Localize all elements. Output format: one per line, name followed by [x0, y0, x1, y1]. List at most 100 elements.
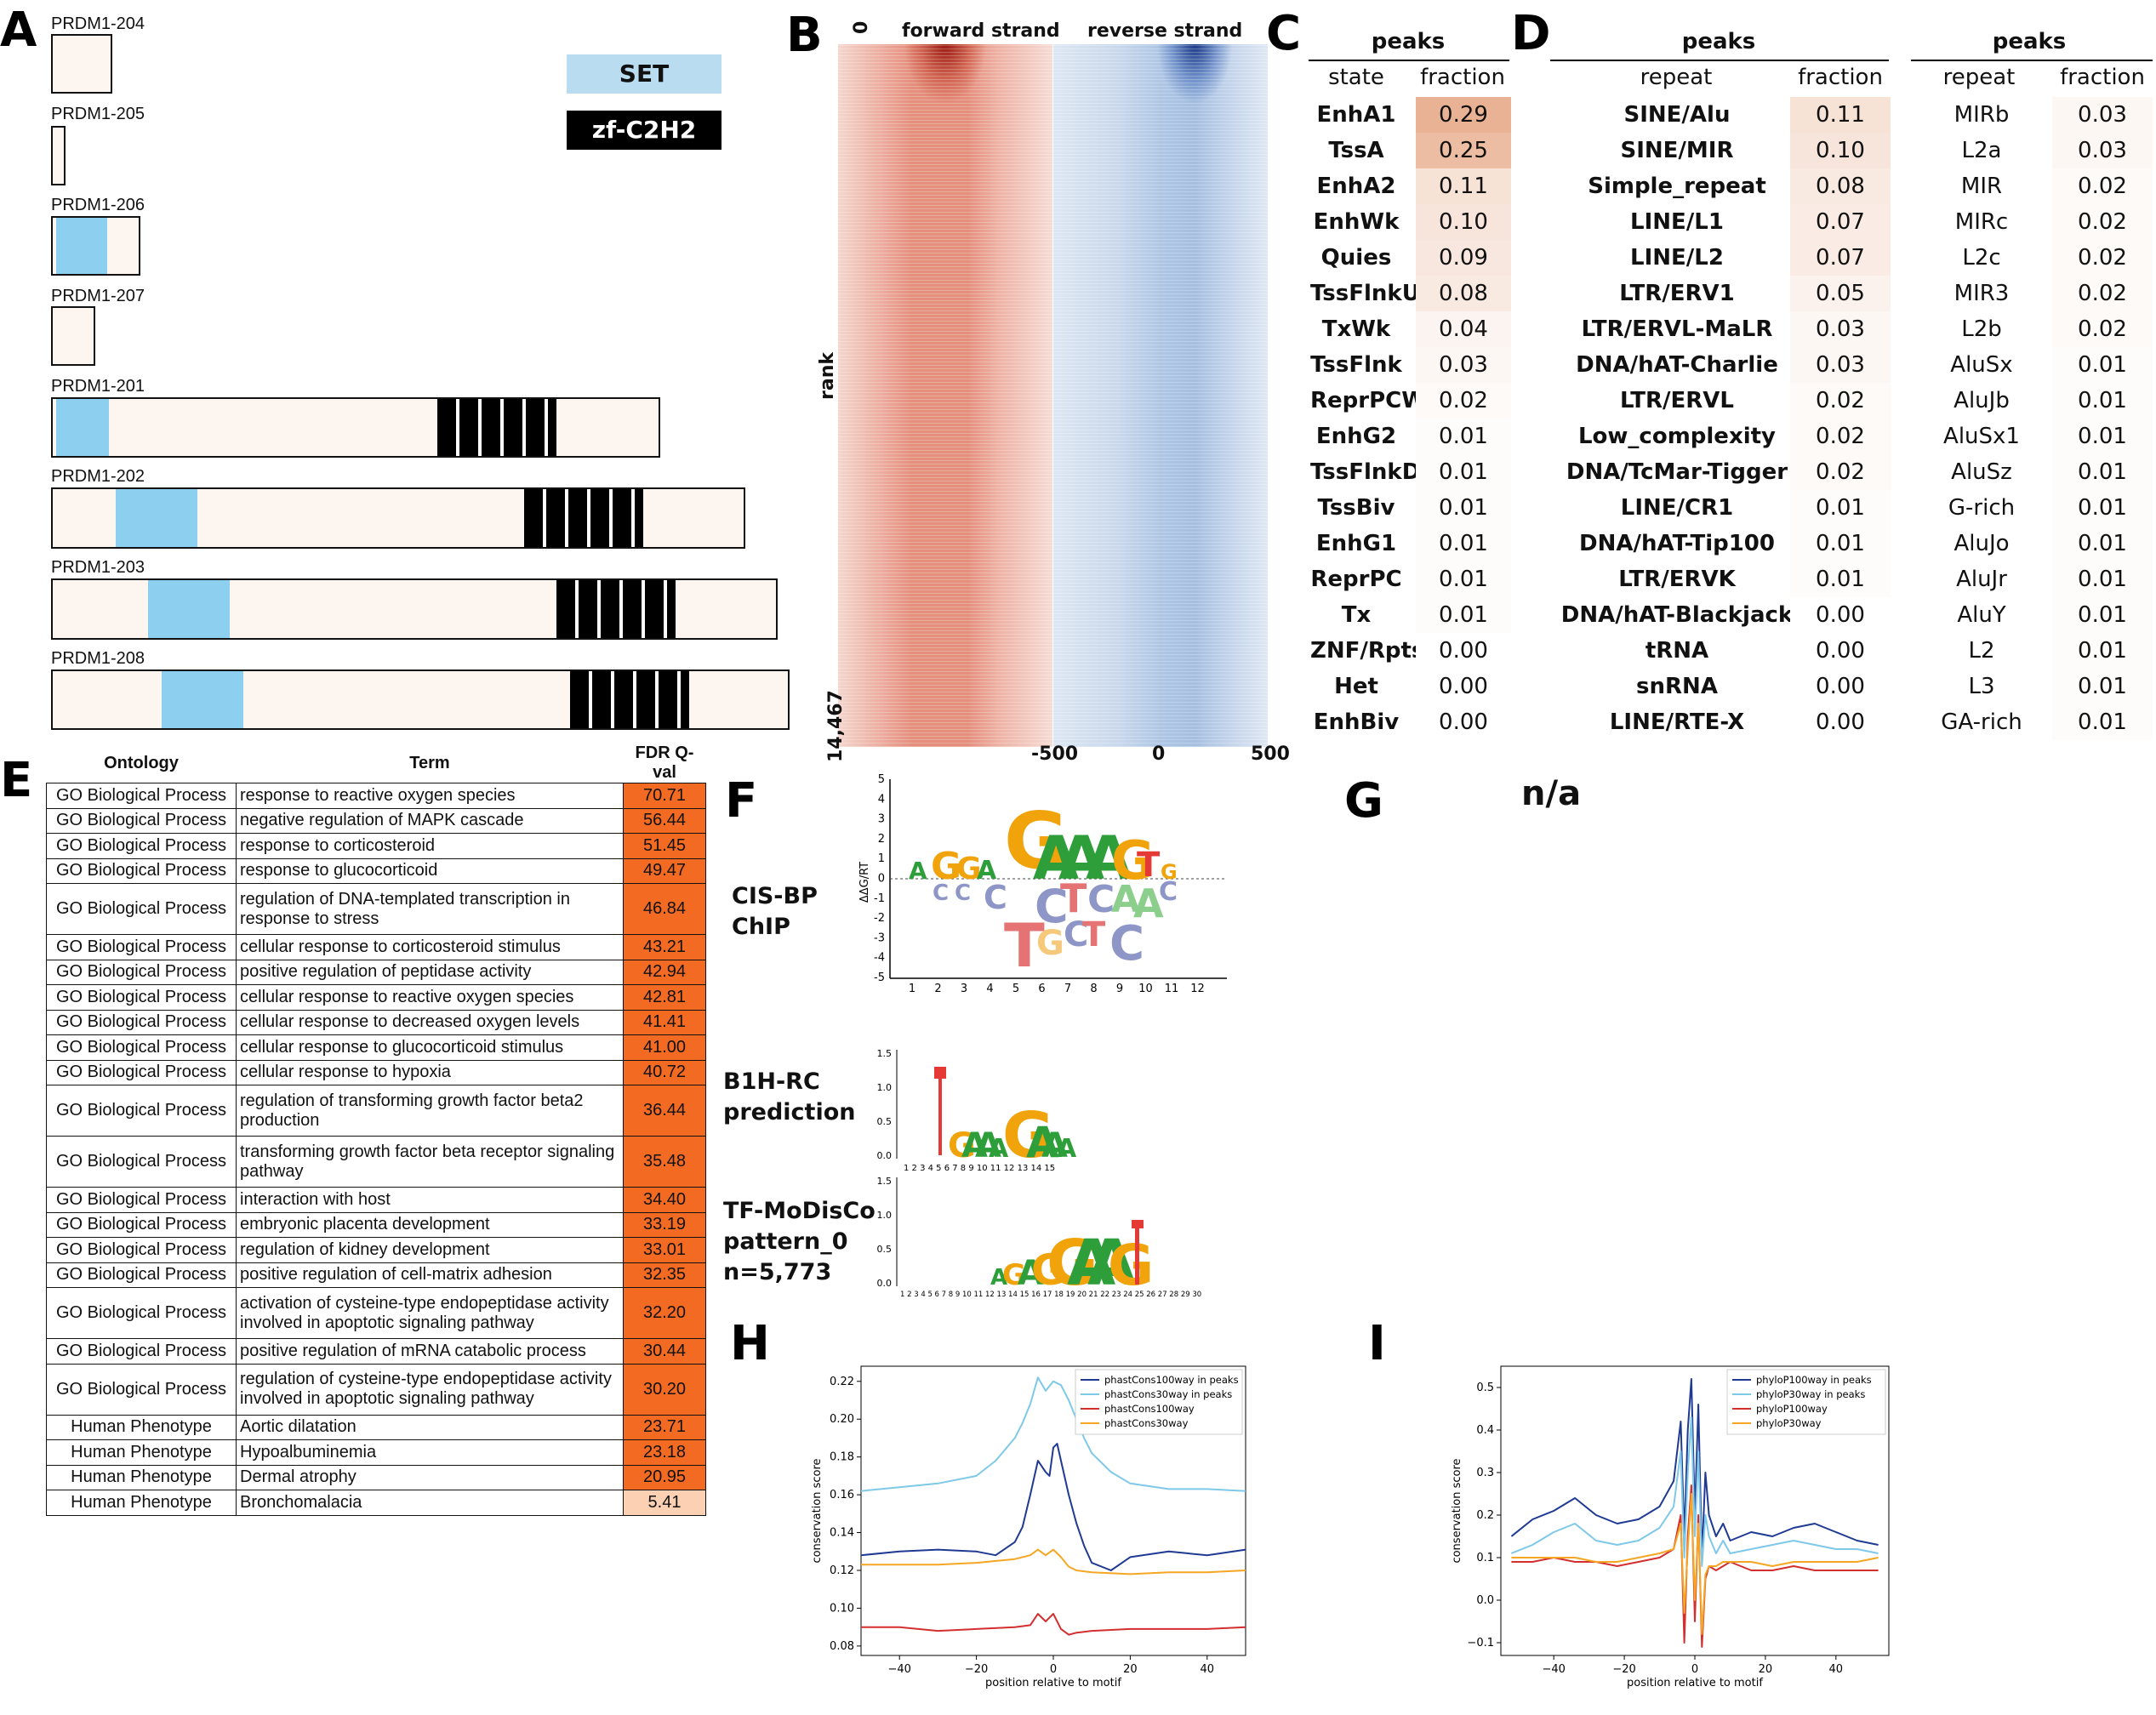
repeat2-row-label: MIRb — [1954, 102, 2010, 128]
repeat-row-label: snRNA — [1636, 674, 1718, 699]
y-tick-label: 1 — [878, 852, 885, 865]
state-row-value: 0.04 — [1416, 311, 1511, 347]
zf-c2h2-domains — [556, 580, 676, 638]
isoform-label: PRDM1-206 — [51, 196, 145, 214]
term-cell: regulation of kidney development — [236, 1237, 624, 1263]
table-row: GO Biological Process response to cortico… — [46, 833, 706, 859]
repeat-row-value: 0.00 — [1790, 597, 1891, 633]
ontology-cell: Human Phenotype — [46, 1439, 237, 1466]
table-row: GO Biological Process regulation of kidne… — [46, 1237, 706, 1263]
y-axis-label: conservation score — [1451, 1458, 1463, 1563]
svg-text:T: T — [1137, 846, 1161, 885]
repeat-row-label: LINE/L1 — [1630, 209, 1724, 235]
repeat2-row-value: 0.01 — [2052, 704, 2153, 740]
x-tick-label: 7 — [1064, 983, 1071, 995]
isoform-bar — [51, 578, 778, 640]
table-row: GO Biological Process cellular response t… — [46, 1059, 706, 1085]
repeat2-row-label: L2b — [1961, 316, 2002, 342]
x-tick-label: 500 — [1251, 744, 1290, 765]
ontology-cell: GO Biological Process — [46, 1363, 237, 1416]
ontology-cell: GO Biological Process — [46, 807, 237, 834]
svg-text:A: A — [1033, 823, 1079, 893]
repeat2-row-label: L2 — [1968, 638, 1995, 664]
isoform-label: PRDM1-201 — [51, 377, 145, 396]
repeat2-row-value: 0.01 — [2052, 347, 2153, 383]
svg-text:G: G — [1047, 1227, 1098, 1300]
table-row: GO Biological Process activation of cyste… — [46, 1287, 706, 1339]
x-tick-label: 2 — [934, 983, 941, 995]
x-tick-label: 9 — [1116, 983, 1123, 995]
legend-label: phyloP30way — [1756, 1417, 1822, 1429]
fdr-cell: 40.72 — [623, 1059, 706, 1085]
y-tick-label: 1.5 — [877, 1176, 893, 1187]
y-tick-label: 4 — [878, 793, 885, 806]
y-tick-label: 1.0 — [877, 1082, 893, 1093]
table-row: GO Biological Process positive regulation… — [46, 1338, 706, 1365]
panel-label-a: A — [0, 3, 37, 58]
x-tick-label: 40 — [1201, 1663, 1215, 1676]
repeat-row-label: LINE/RTE-X — [1609, 709, 1745, 735]
repeat2-row-value: 0.01 — [2052, 490, 2153, 526]
legend-label: phyloP100way — [1756, 1403, 1828, 1415]
y-tick-label: 3 — [878, 813, 885, 826]
repeat-row-value: 0.11 — [1790, 97, 1891, 133]
state-row-label: Het — [1334, 674, 1378, 699]
panel-label-h: H — [730, 1316, 770, 1371]
zf-c2h2-domains — [437, 399, 556, 456]
y-tick-label: 0.3 — [1476, 1467, 1494, 1479]
y-tick-label: 0.12 — [830, 1564, 854, 1577]
y-tick-label: 0.20 — [830, 1413, 854, 1426]
table-row: Human Phenotype Bronchomalacia 5.41 — [46, 1490, 706, 1516]
svg-text:A: A — [977, 856, 997, 886]
svg-text:G: G — [1111, 829, 1155, 892]
state-row-label: EnhG2 — [1315, 424, 1397, 449]
term-cell: embryonic placenta development — [236, 1211, 624, 1238]
svg-text:G: G — [1036, 924, 1064, 963]
x-tick-label: −20 — [1612, 1663, 1635, 1676]
svg-text:A: A — [989, 1134, 1009, 1164]
ontology-cell: GO Biological Process — [46, 959, 237, 985]
fdr-cell: 42.81 — [623, 984, 706, 1011]
chart-h: −40 −20 0 20 40 0.08 0.10 0.12 0.14 0.16 0.18 0.20 0… — [811, 1365, 1246, 1689]
x-tick-label: −20 — [965, 1663, 988, 1676]
repeat-row-value: 0.02 — [1790, 454, 1891, 490]
ontology-cell: GO Biological Process — [46, 1287, 237, 1339]
isoform-bar — [51, 126, 66, 185]
fdr-cell: 41.41 — [623, 1009, 706, 1035]
y-tick-label: 1.0 — [877, 1210, 893, 1221]
ontology-cell: GO Biological Process — [46, 934, 237, 960]
svg-text:A: A — [961, 1126, 988, 1165]
term-cell: cellular response to glucocorticoid stim… — [236, 1034, 624, 1061]
repeat-row-label: Simple_repeat — [1588, 174, 1766, 199]
repeat2-row-label: GA-rich — [1941, 709, 2022, 735]
y-tick-label: 1.5 — [877, 1048, 893, 1059]
isoform-bar — [51, 397, 660, 458]
rank-top-label: 0 — [851, 20, 872, 34]
svg-text:C: C — [955, 880, 971, 906]
table-row: GO Biological Process embryonic placenta … — [46, 1211, 706, 1238]
panel-label-d: D — [1511, 6, 1551, 61]
isoform-label: PRDM1-207 — [51, 287, 145, 305]
state-row-value: 0.01 — [1416, 597, 1511, 633]
fdr-cell: 33.01 — [623, 1237, 706, 1263]
term-cell: regulation of DNA-templated transcriptio… — [236, 883, 624, 935]
svg-text:G: G — [1031, 1245, 1066, 1295]
svg-text:T: T — [1060, 875, 1087, 921]
repeat2-row-value: 0.02 — [2052, 276, 2153, 311]
y-tick-label: -1 — [874, 892, 885, 905]
isoform-bar — [51, 669, 790, 730]
repeat2-row-label: L2a — [1961, 138, 2002, 163]
y-tick-label: -2 — [874, 912, 885, 925]
ontology-cell: GO Biological Process — [46, 1211, 237, 1238]
table-row: GO Biological Process response to reactiv… — [46, 783, 706, 809]
table-row: GO Biological Process cellular response t… — [46, 1034, 706, 1061]
legend — [1075, 1369, 1243, 1435]
panel-label-f: F — [725, 773, 758, 829]
table-row: Human Phenotype Dermal atrophy 20.95 — [46, 1464, 706, 1490]
modisco-motif-logo: 1.5 1.0 0.5 0.0 1 2 3 4 5 6 7 8 9 10 11 12 … — [877, 1176, 1202, 1300]
chart-i: −40 −20 0 20 40 −0.1 0.0 0.1 0.2 0.3 0.4 0.5 positio… — [1451, 1365, 1890, 1689]
state-row-label: EnhBiv — [1313, 709, 1400, 735]
table-row: GO Biological Process transforming growth… — [46, 1136, 706, 1188]
y-tick-label: 0.0 — [877, 1278, 893, 1289]
repeat-row-label: tRNA — [1645, 638, 1709, 664]
